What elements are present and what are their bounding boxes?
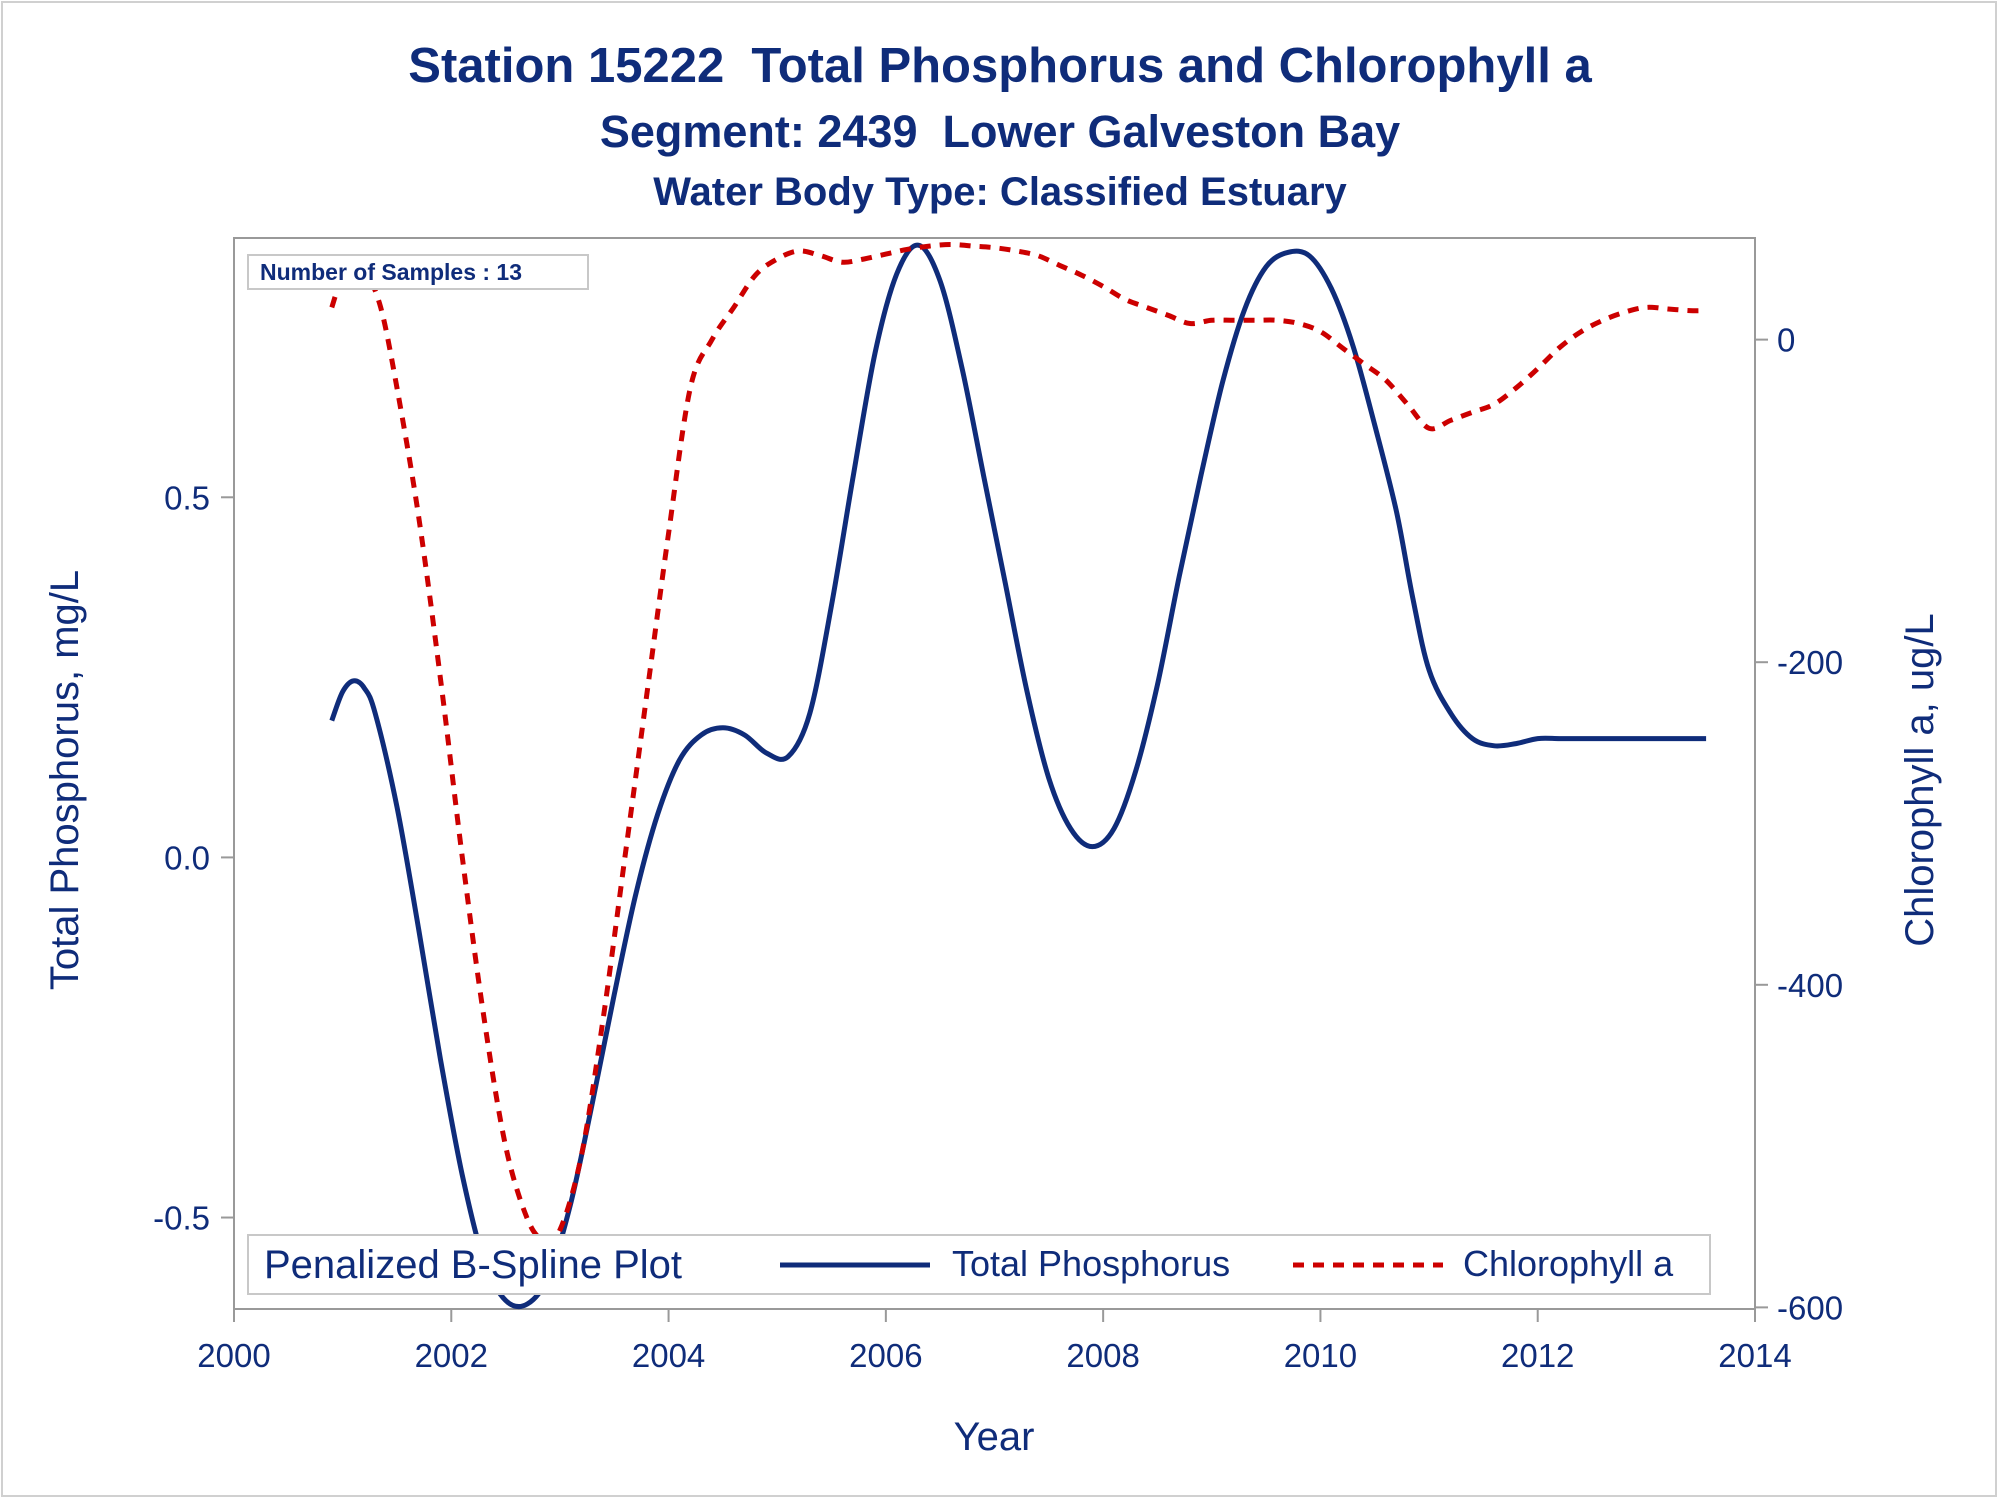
x-tick-label: 2008 <box>1066 1337 1139 1374</box>
y-right-tick-label: 0 <box>1777 322 1795 359</box>
chart-title: Station 15222 Total Phosphorus and Chlor… <box>408 39 1592 93</box>
x-tick-label: 2002 <box>415 1337 488 1374</box>
annotation-box <box>247 254 589 290</box>
y-axis-right-label: Chlorophyll a, ug/L <box>1898 613 1942 947</box>
series-line-chlorophyll-a <box>329 242 1707 1244</box>
legend-label-chlorophyll-a: Chlorophyll a <box>1463 1243 1674 1284</box>
y-right-tick-label: -400 <box>1777 967 1843 1004</box>
legend-label-total-phosphorus: Total Phosphorus <box>952 1243 1230 1284</box>
y-right-tick-label: -200 <box>1777 644 1843 681</box>
chart-subtitle-segment: Segment: 2439 Lower Galveston Bay <box>599 106 1401 157</box>
legend: Penalized B-Spline Plot Total Phosphorus… <box>247 1234 1711 1295</box>
series-line-total-phosphorus <box>329 242 1707 1310</box>
y-right-tick-label: -600 <box>1777 1289 1843 1326</box>
x-tick-label: 2004 <box>632 1337 705 1374</box>
sample-count-annotation: Number of Samples : 13 <box>247 254 589 290</box>
y-axis-left-label: Total Phosphorus, mg/L <box>43 570 87 990</box>
legend-box <box>247 1234 1711 1295</box>
y-left-tick-label: 0.0 <box>164 839 210 876</box>
axis-layer: 2000 2002 2004 2006 2008 2010 2012 2014 -0.5 0.0 0… <box>153 322 1843 1374</box>
x-tick-label: 2014 <box>1718 1337 1791 1374</box>
series-layer <box>329 242 1707 1310</box>
x-tick-label: 2010 <box>1284 1337 1357 1374</box>
annotation-text: Number of Samples : 13 <box>260 259 522 285</box>
y-left-tick-label: -0.5 <box>153 1200 210 1237</box>
x-axis-label: Year <box>954 1415 1035 1459</box>
chart-subtitle-water-body: Water Body Type: Classified Estuary <box>653 170 1347 214</box>
y-left-tick-label: 0.5 <box>164 479 210 516</box>
x-tick-label: 2012 <box>1501 1337 1574 1374</box>
legend-title: Penalized B-Spline Plot <box>264 1243 682 1287</box>
x-tick-label: 2000 <box>197 1337 270 1374</box>
plot-frame <box>233 237 1756 1310</box>
x-tick-label: 2006 <box>849 1337 922 1374</box>
